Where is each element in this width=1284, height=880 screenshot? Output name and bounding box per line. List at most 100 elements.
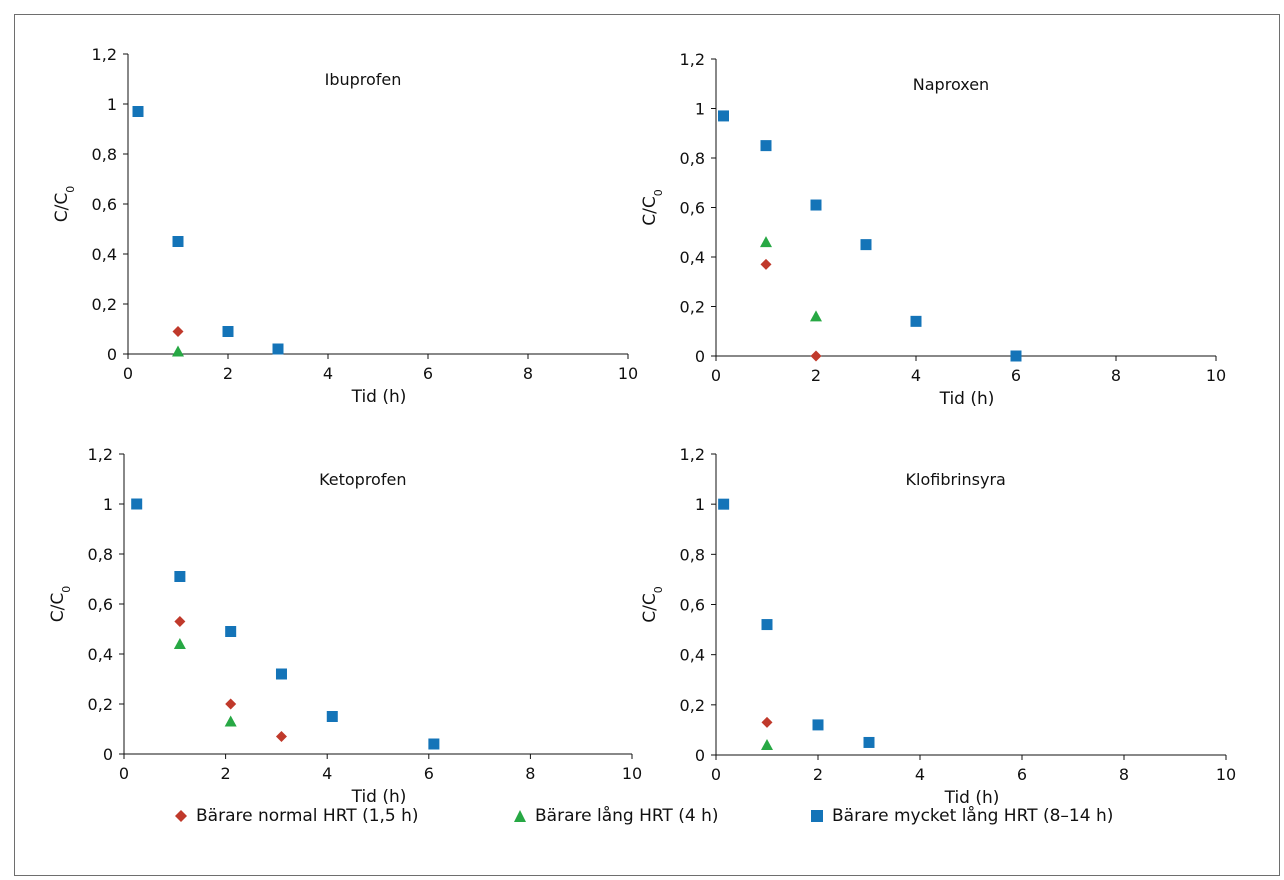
- x-tick-label: 4: [911, 366, 921, 385]
- y-tick-label: 0,8: [88, 545, 113, 564]
- x-tick-label: 0: [711, 366, 721, 385]
- square-data-point: [910, 315, 922, 327]
- x-tick-label: 2: [221, 764, 231, 783]
- chart-panel-2: 0 0,2 0,4 0,6 0,8 1 1,2 0 2 4 6 8 10 Ketoprofen Tid (h…: [48, 445, 642, 807]
- square-data-point: [860, 239, 872, 251]
- y-tick-label: 1,2: [680, 445, 705, 464]
- legend: Bärare normal HRT (1,5 h) Bärare lång HR…: [0, 801, 1284, 831]
- triangle-data-point: [760, 236, 772, 248]
- x-tick-label: 8: [523, 364, 533, 383]
- diamond-data-point: [174, 616, 186, 627]
- square-data-point: [1010, 350, 1022, 362]
- square-data-point: [761, 619, 773, 631]
- square-data-point: [132, 106, 144, 117]
- square-data-point: [718, 110, 729, 122]
- triangle-data-point: [810, 310, 822, 322]
- square-data-point: [275, 668, 287, 680]
- x-tick-label: 4: [322, 764, 332, 783]
- square-data-point: [326, 711, 338, 722]
- y-tick-label: 0: [103, 745, 113, 764]
- x-tick-label: 0: [123, 364, 133, 383]
- x-tick-label: 10: [622, 764, 642, 783]
- legend-item-normal-hrt: Bärare normal HRT (1,5 h): [174, 801, 419, 831]
- legend-item-mycket-lang-hrt: Bärare mycket lång HRT (8–14 h): [810, 801, 1113, 831]
- legend-label-mycket-lang-hrt: Bärare mycket lång HRT (8–14 h): [832, 806, 1114, 826]
- y-axis-label: C/C0: [52, 186, 77, 222]
- y-axis-label: C/C0: [48, 586, 73, 622]
- y-tick-label: 0,8: [680, 545, 705, 564]
- square-data-point: [810, 199, 822, 211]
- y-tick-label: 0,4: [88, 645, 113, 664]
- diamond-data-point: [225, 698, 237, 710]
- y-tick-label: 0,2: [680, 298, 705, 317]
- square-data-point: [131, 498, 143, 510]
- y-tick-label: 1,2: [92, 45, 117, 64]
- chart-frame: [14, 14, 1280, 876]
- x-axis-label: Tid (h): [351, 387, 407, 407]
- y-tick-label: 0,2: [680, 696, 705, 715]
- x-tick-label: 6: [1011, 366, 1021, 385]
- square-data-point: [172, 236, 184, 247]
- square-data-point: [812, 719, 824, 731]
- y-tick-label: 1: [695, 100, 705, 119]
- diamond-data-point: [761, 716, 773, 728]
- y-tick-label: 0: [695, 347, 705, 366]
- y-tick-label: 1,2: [88, 445, 113, 464]
- x-tick-label: 4: [915, 765, 925, 784]
- y-tick-label: 0,6: [88, 595, 113, 614]
- x-axis-label: Tid (h): [944, 788, 1000, 808]
- x-tick-label: 6: [423, 364, 433, 383]
- y-tick-label: 0,4: [680, 248, 705, 267]
- y-tick-label: 0,4: [680, 646, 705, 665]
- x-tick-label: 8: [1119, 765, 1129, 784]
- y-tick-label: 0,8: [680, 149, 705, 168]
- x-tick-label: 8: [1111, 366, 1121, 385]
- panel-title: Ibuprofen: [325, 70, 402, 89]
- y-tick-label: 1: [107, 95, 117, 114]
- y-tick-label: 1,2: [680, 50, 705, 69]
- x-tick-label: 2: [223, 364, 233, 383]
- x-tick-label: 0: [119, 764, 129, 783]
- y-tick-label: 0: [695, 746, 705, 765]
- x-axis-label: Tid (h): [939, 389, 995, 409]
- diamond-data-point: [172, 326, 184, 337]
- panel-title: Naproxen: [913, 75, 989, 94]
- x-axis-label: Tid (h): [351, 787, 407, 807]
- y-axis-label: C/C0: [640, 189, 665, 225]
- diamond-data-point: [810, 350, 822, 362]
- triangle-data-point: [761, 738, 773, 750]
- diamond-marker-icon: [175, 810, 187, 822]
- x-tick-label: 2: [811, 366, 821, 385]
- chart-panel-0: 0 0,2 0,4 0,6 0,8 1 1,2 0 2 4 6 8 10 Ibuprofen Tid (h)…: [52, 45, 638, 407]
- x-tick-label: 6: [1017, 765, 1027, 784]
- y-tick-label: 1: [103, 495, 113, 514]
- square-data-point: [174, 571, 186, 582]
- panel-title: Ketoprofen: [319, 470, 406, 489]
- square-data-point: [272, 343, 284, 355]
- square-data-point: [222, 326, 234, 337]
- chart-panel-3: 0 0,2 0,4 0,6 0,8 1 1,2 0 2 4 6 8 10 Klofibrinsyra Tid…: [640, 445, 1236, 808]
- x-tick-label: 10: [1206, 366, 1226, 385]
- square-data-point: [225, 626, 237, 637]
- square-data-point: [428, 738, 440, 750]
- legend-label-normal-hrt: Bärare normal HRT (1,5 h): [196, 806, 419, 826]
- y-tick-label: 1: [695, 495, 705, 514]
- square-marker-icon: [811, 810, 823, 822]
- y-tick-label: 0,6: [680, 199, 705, 218]
- triangle-data-point: [173, 638, 186, 649]
- legend-item-lang-hrt: Bärare lång HRT (4 h): [513, 801, 718, 831]
- diamond-data-point: [275, 731, 287, 742]
- x-tick-label: 2: [813, 765, 823, 784]
- triangle-marker-icon: [514, 810, 526, 822]
- panel-title: Klofibrinsyra: [906, 470, 1006, 489]
- x-tick-label: 4: [323, 364, 333, 383]
- y-axis-label: C/C0: [640, 586, 665, 622]
- y-tick-label: 0,2: [92, 295, 117, 314]
- x-tick-label: 0: [711, 765, 721, 784]
- y-tick-label: 0,8: [92, 145, 117, 164]
- x-tick-label: 10: [1216, 765, 1236, 784]
- y-tick-label: 0,6: [680, 596, 705, 615]
- square-data-point: [863, 736, 875, 748]
- y-tick-label: 0: [107, 345, 117, 364]
